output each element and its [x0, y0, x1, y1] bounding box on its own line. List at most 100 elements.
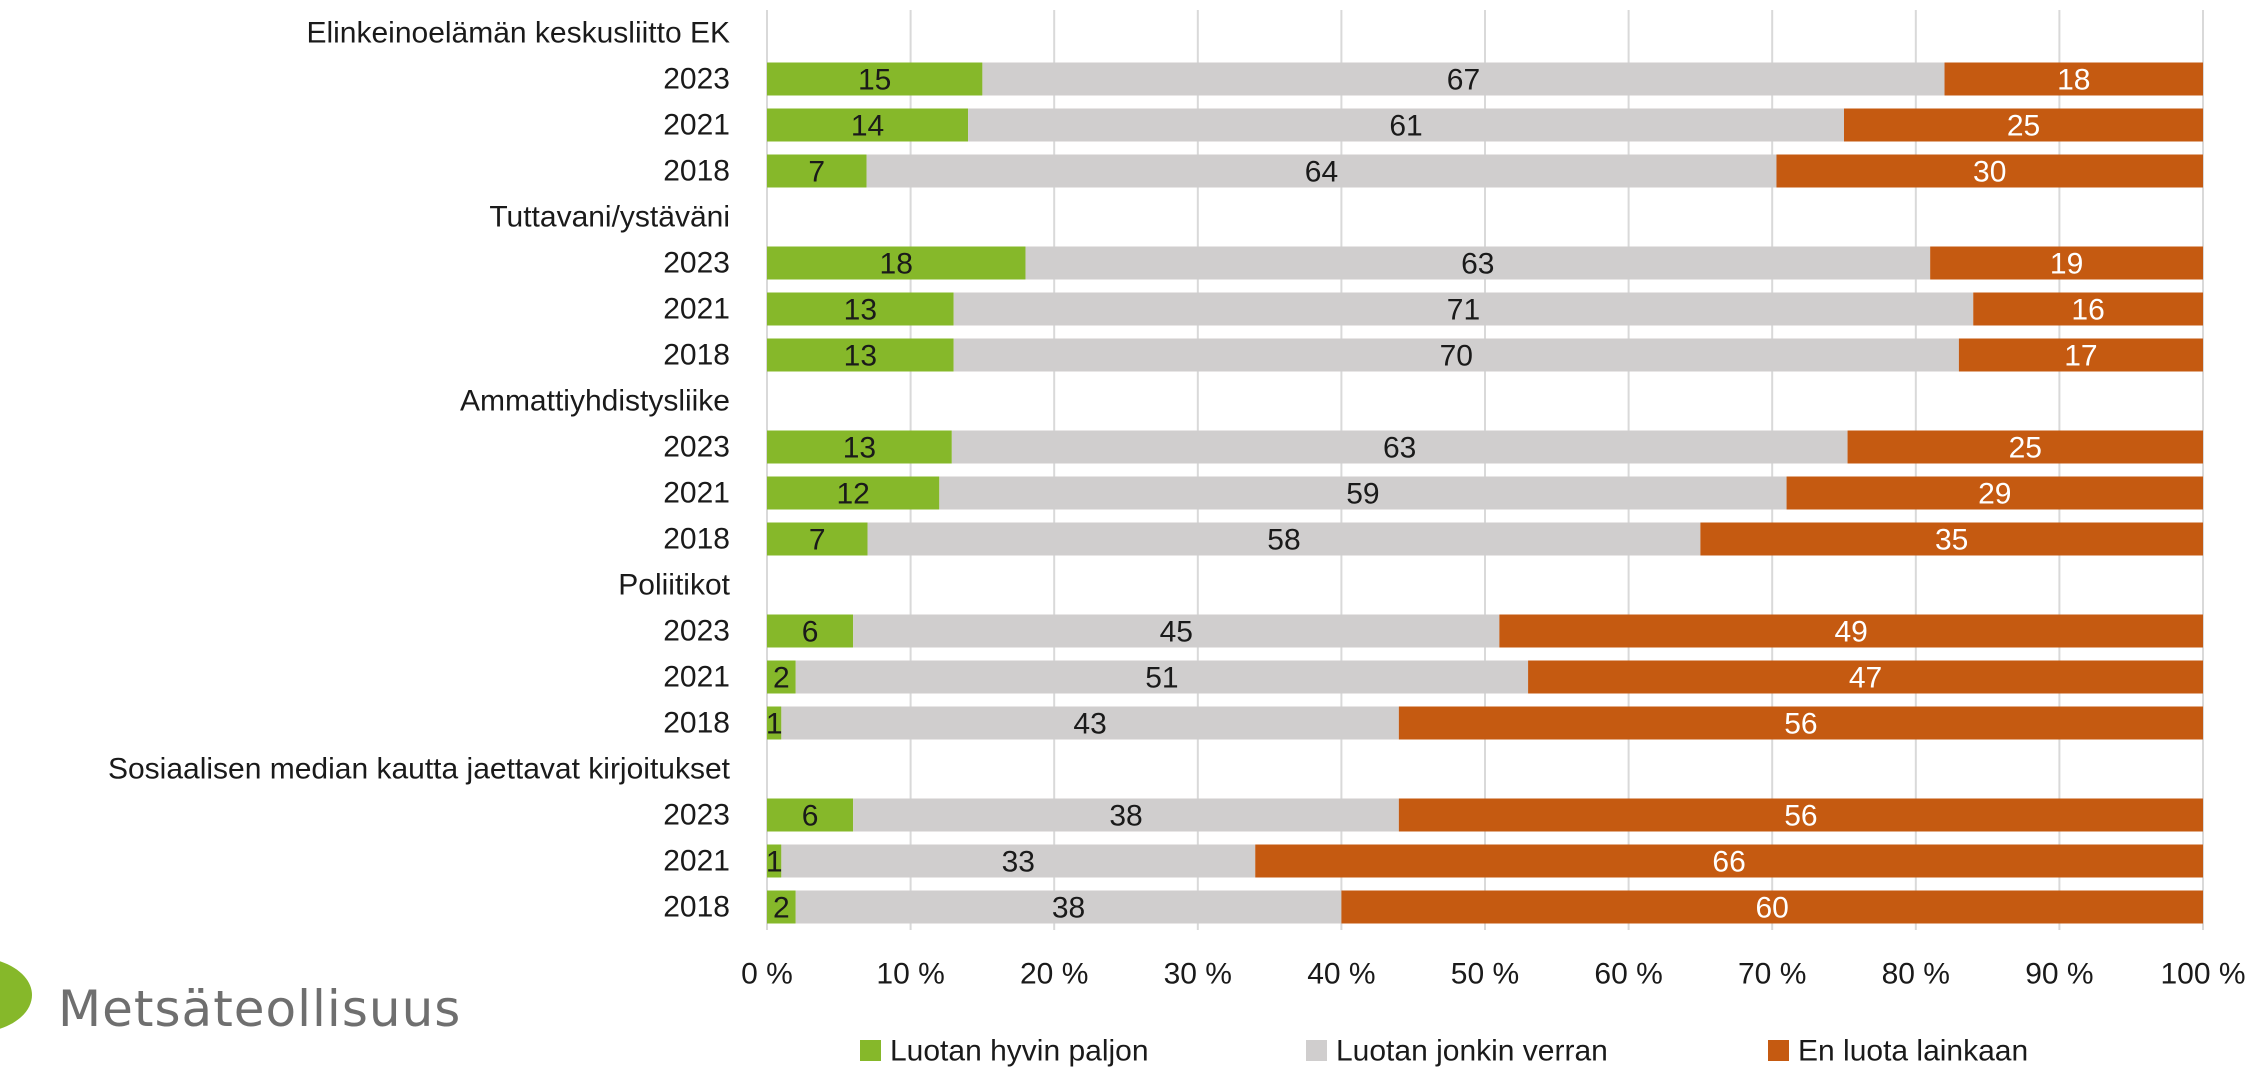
bar-segment	[982, 62, 1945, 96]
data-label: 51	[1145, 662, 1178, 695]
year-label: 2023	[663, 431, 730, 464]
bar-segment	[1025, 246, 1931, 280]
data-label: 61	[1389, 110, 1422, 143]
year-label: 2021	[663, 661, 730, 694]
bar-segment	[1341, 890, 2203, 924]
bar-segment	[1844, 108, 2203, 142]
bar-segment	[767, 844, 782, 878]
data-label: 29	[1978, 478, 2011, 511]
data-label: 30	[1973, 156, 2006, 189]
year-label: 2021	[663, 477, 730, 510]
legend-swatch	[860, 1040, 881, 1061]
data-label: 56	[1784, 800, 1817, 833]
bar-segment	[968, 108, 1844, 142]
bar-segment	[1776, 154, 2203, 188]
bar-segment	[1528, 660, 2203, 694]
data-label: 67	[1447, 64, 1480, 97]
x-tick-label: 40 %	[1307, 958, 1375, 991]
bar-segment	[1398, 706, 2203, 740]
legend-label: Luotan hyvin paljon	[890, 1035, 1149, 1068]
brand-leaf-icon	[0, 961, 32, 1029]
x-tick-label: 50 %	[1451, 958, 1519, 991]
legend-label: Luotan jonkin verran	[1336, 1035, 1608, 1068]
bar-segment	[953, 292, 1974, 326]
data-label: 33	[1002, 846, 1035, 879]
bar-segment	[767, 292, 954, 326]
bar-segment	[767, 154, 867, 188]
x-tick-label: 70 %	[1738, 958, 1806, 991]
data-label: 66	[1712, 846, 1745, 879]
bar-segment	[1973, 292, 2203, 326]
data-label: 64	[1305, 156, 1338, 189]
data-label: 17	[2064, 340, 2097, 373]
bar-segment	[781, 706, 1399, 740]
bar-segment	[1255, 844, 2203, 878]
data-label: 38	[1109, 800, 1142, 833]
data-label: 63	[1461, 248, 1494, 281]
bar-segment	[767, 614, 854, 648]
data-label: 6	[802, 616, 819, 649]
bar-segment	[853, 798, 1399, 832]
data-label: 25	[2007, 110, 2040, 143]
data-label: 71	[1447, 294, 1480, 327]
category-labels: Elinkeinoelämän keskusliitto EK 2023 2021 2…	[108, 17, 731, 924]
data-label: 1	[766, 846, 783, 879]
data-label: 7	[808, 156, 825, 189]
data-label: 43	[1073, 708, 1106, 741]
data-label: 13	[844, 340, 877, 373]
bar-segment	[767, 660, 796, 694]
bar-segment	[795, 890, 1342, 924]
year-label: 2018	[663, 339, 730, 372]
data-label: 58	[1267, 524, 1300, 557]
year-label: 2021	[663, 293, 730, 326]
bar-segment	[767, 476, 940, 510]
data-label: 14	[851, 110, 884, 143]
data-label: 2	[773, 892, 790, 925]
bar-segment	[767, 430, 952, 464]
data-label: 16	[2071, 294, 2104, 327]
x-tick-label: 100 %	[2160, 958, 2245, 991]
year-label: 2018	[663, 155, 730, 188]
data-label: 35	[1935, 524, 1968, 557]
bar-segment	[1398, 798, 2203, 832]
x-tick-label: 10 %	[876, 958, 944, 991]
data-label: 25	[2009, 432, 2042, 465]
group-label: Ammattiyhdistysliike	[460, 385, 730, 418]
legend: Luotan hyvin paljon Luotan jonkin verran E…	[860, 1035, 2028, 1068]
data-label: 12	[836, 478, 869, 511]
bar-segment	[1847, 430, 2203, 464]
bar-segment	[767, 798, 854, 832]
x-axis-ticks: 0 % 10 % 20 % 30 % 40 % 50 % 60 % 70 % 80 % 90 % 1…	[741, 958, 2245, 991]
bar-segment	[853, 614, 1500, 648]
data-label: 18	[880, 248, 913, 281]
x-tick-label: 0 %	[741, 958, 793, 991]
x-tick-label: 30 %	[1164, 958, 1232, 991]
bar-segment	[1700, 522, 2203, 556]
bar-segment	[767, 108, 969, 142]
data-label: 15	[858, 64, 891, 97]
data-label: 56	[1784, 708, 1817, 741]
data-label: 45	[1160, 616, 1193, 649]
bar-segment	[767, 890, 796, 924]
group-label: Sosiaalisen median kautta jaettavat kirj…	[108, 753, 731, 786]
bar-segment	[866, 154, 1777, 188]
bar-segment	[953, 338, 1959, 372]
bar-segment	[1930, 246, 2203, 280]
bar-segment	[795, 660, 1529, 694]
data-label: 19	[2050, 248, 2083, 281]
data-label: 47	[1849, 662, 1882, 695]
year-label: 2021	[663, 845, 730, 878]
bar-segment	[767, 338, 954, 372]
bar-segment	[867, 522, 1701, 556]
x-tick-label: 90 %	[2025, 958, 2093, 991]
data-label: 70	[1440, 340, 1473, 373]
bar-segment	[767, 246, 1026, 280]
brand-logo: Metsäteollisuus	[58, 980, 462, 1038]
legend-swatch	[1768, 1040, 1789, 1061]
data-label: 60	[1756, 892, 1789, 925]
data-label: 1	[766, 708, 783, 741]
group-label: Elinkeinoelämän keskusliitto EK	[306, 17, 730, 50]
x-tick-label: 60 %	[1594, 958, 1662, 991]
